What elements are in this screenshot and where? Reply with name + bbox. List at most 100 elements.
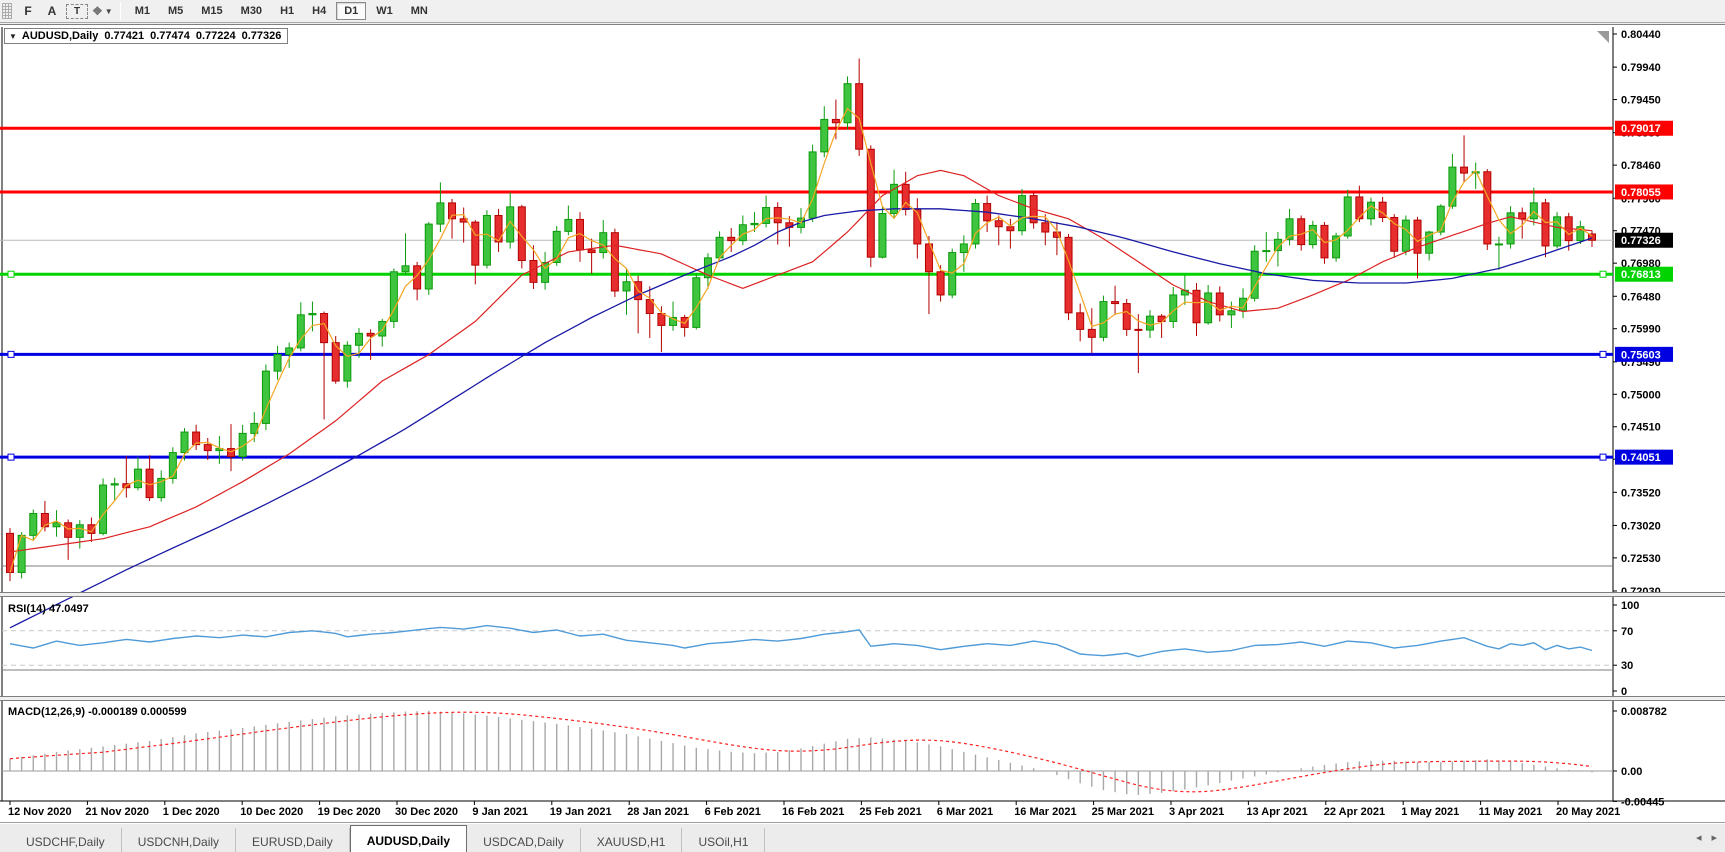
time-tick-label: 12 Nov 2020 bbox=[8, 806, 72, 818]
time-tick-label: 21 Nov 2020 bbox=[85, 806, 149, 818]
level-price-badge bbox=[1615, 266, 1673, 282]
macd-panel[interactable]: 0.008782 0.00 -0.00445 bbox=[2, 706, 1667, 808]
tab-xauusd[interactable]: XAUUSD,H1 bbox=[581, 828, 683, 852]
time-tick-label: 1 May 2021 bbox=[1401, 806, 1459, 818]
macd-tick-label: 0.008782 bbox=[1621, 706, 1667, 718]
price-tick-label: 0.75000 bbox=[1621, 389, 1661, 401]
timeframe-button-m30[interactable]: M30 bbox=[240, 5, 263, 17]
level-line-handle[interactable] bbox=[1599, 350, 1607, 358]
timeframe-button-h4[interactable]: H4 bbox=[312, 5, 327, 17]
svg-text:0.78055: 0.78055 bbox=[1621, 187, 1661, 199]
price-tick-label: 0.74510 bbox=[1621, 422, 1661, 434]
time-tick-label: 22 Apr 2021 bbox=[1324, 806, 1385, 818]
rsi-line bbox=[9, 624, 1593, 658]
candlestick-series[interactable] bbox=[6, 58, 1596, 582]
timeframe-button-h1[interactable]: H1 bbox=[280, 5, 295, 17]
rsi-tick-label: 30 bbox=[1621, 660, 1633, 672]
tab-scroll-controls: ◂ ▸ bbox=[1696, 831, 1717, 844]
shapes-icon[interactable]: ❖ ▼ bbox=[91, 2, 114, 21]
time-tick-label: 13 Apr 2021 bbox=[1246, 806, 1307, 818]
timeframe-button-w1[interactable]: W1 bbox=[376, 5, 393, 17]
tab-usdcnh[interactable]: USDCNH,Daily bbox=[122, 828, 237, 852]
chart-title-box: ▼ AUDUSD,Daily 0.77421 0.77474 0.77224 0… bbox=[4, 28, 289, 44]
time-tick-label: 20 May 2021 bbox=[1556, 806, 1620, 818]
time-tick-label: 3 Apr 2021 bbox=[1169, 806, 1224, 818]
timeframe-button-d1[interactable]: D1 bbox=[336, 2, 367, 20]
ohlc-open: 0.77421 bbox=[104, 30, 145, 42]
chart-pattern-icon[interactable]: F bbox=[17, 2, 39, 21]
tab-usoil[interactable]: USOil,H1 bbox=[682, 828, 766, 852]
time-tick-label: 16 Feb 2021 bbox=[782, 806, 844, 818]
price-tick-label: 0.73020 bbox=[1621, 520, 1661, 532]
svg-text:0.76813: 0.76813 bbox=[1621, 269, 1661, 281]
price-tick-label: 0.76480 bbox=[1621, 291, 1661, 303]
chart-window: 0.804400.799400.794500.789500.784600.779… bbox=[0, 24, 1725, 822]
chevron-down-icon[interactable]: ▼ bbox=[104, 6, 113, 16]
timeframe-button-m5[interactable]: M5 bbox=[167, 5, 184, 17]
tab-scroll-left-icon[interactable]: ◂ bbox=[1695, 832, 1702, 844]
time-tick-label: 6 Feb 2021 bbox=[705, 806, 761, 818]
text-box-icon[interactable]: T bbox=[65, 2, 89, 21]
price-tick-label: 0.79940 bbox=[1621, 62, 1661, 74]
time-tick-label: 25 Feb 2021 bbox=[859, 806, 921, 818]
macd-tick-label: -0.00445 bbox=[1621, 796, 1664, 808]
tab-audusd[interactable]: AUDUSD,Daily bbox=[349, 825, 468, 852]
panel-frames bbox=[0, 27, 1725, 802]
level-price-badge bbox=[1615, 449, 1673, 465]
svg-text:0.79017: 0.79017 bbox=[1621, 123, 1661, 135]
price-badges: 0.79017 0.78055 0.76813 0.75603 0.74051 0.773… bbox=[1615, 120, 1673, 465]
level-line-handle[interactable] bbox=[7, 453, 15, 461]
price-tick-label: 0.79450 bbox=[1621, 95, 1661, 107]
font-label-icon[interactable]: A bbox=[41, 2, 63, 21]
rsi-panel[interactable]: 100 70 30 0 bbox=[2, 600, 1639, 698]
toolbar-drag-handle-icon[interactable] bbox=[2, 3, 12, 19]
time-tick-label: 30 Dec 2020 bbox=[395, 806, 458, 818]
price-axis[interactable]: 0.804400.799400.794500.789500.784600.779… bbox=[1613, 29, 1661, 598]
toolbar-separator bbox=[119, 2, 121, 20]
current-price-badge bbox=[1615, 232, 1673, 248]
level-line-handle[interactable] bbox=[7, 350, 15, 358]
ma-fast-line bbox=[9, 107, 1593, 573]
tab-usdcad[interactable]: USDCAD,Daily bbox=[467, 828, 581, 852]
chart-menu-dropdown-icon[interactable]: ▼ bbox=[9, 31, 17, 41]
level-line-handle[interactable] bbox=[1599, 270, 1607, 278]
price-tick-label: 0.72530 bbox=[1621, 553, 1661, 565]
panel-splitter-rsi[interactable] bbox=[0, 592, 1725, 597]
chart-symbol-title: AUDUSD,Daily bbox=[21, 30, 99, 42]
tab-usdchf[interactable]: USDCHF,Daily bbox=[10, 828, 122, 852]
level-line-handle[interactable] bbox=[7, 270, 15, 278]
time-tick-label: 1 Dec 2020 bbox=[163, 806, 220, 818]
level-line-handle[interactable] bbox=[1599, 453, 1607, 461]
time-tick-label: 6 Mar 2021 bbox=[937, 806, 993, 818]
timeframe-button-m1[interactable]: M1 bbox=[134, 5, 150, 17]
toolbar: F A T ❖ ▼ M1 M5 M15 M30 H1 H4 D1 W1 MN bbox=[0, 0, 1725, 23]
chart-shift-marker-icon[interactable] bbox=[1597, 31, 1609, 43]
timeframe-button-m15[interactable]: M15 bbox=[201, 5, 223, 17]
svg-text:0.77326: 0.77326 bbox=[1621, 235, 1661, 247]
svg-text:0.74051: 0.74051 bbox=[1621, 452, 1661, 464]
timeframe-button-group: M1 M5 M15 M30 H1 H4 D1 W1 MN bbox=[126, 2, 437, 20]
level-price-badge bbox=[1615, 120, 1673, 136]
timeframe-button-mn[interactable]: MN bbox=[410, 5, 428, 17]
chart-canvas[interactable]: 0.804400.799400.794500.789500.784600.779… bbox=[0, 25, 1725, 823]
text-box-icon-glyph: T bbox=[66, 3, 88, 19]
symbol-tabs: USDCHF,Daily USDCNH,Daily EURUSD,Daily AUDU… bbox=[10, 824, 766, 852]
rsi-tick-label: 100 bbox=[1621, 600, 1639, 612]
time-tick-label: 11 May 2021 bbox=[1479, 806, 1543, 818]
rsi-tick-label: 0 bbox=[1621, 686, 1627, 698]
panel-splitter-macd[interactable] bbox=[0, 696, 1725, 701]
tab-eurusd[interactable]: EURUSD,Daily bbox=[236, 828, 350, 852]
price-tick-label: 0.73520 bbox=[1621, 487, 1661, 499]
macd-tick-label: 0.00 bbox=[1621, 766, 1642, 778]
shapes-icon-glyph: ❖ bbox=[92, 4, 103, 18]
time-tick-label: 25 Mar 2021 bbox=[1092, 806, 1154, 818]
ohlc-high: 0.77474 bbox=[150, 30, 190, 42]
macd-signal-line bbox=[9, 711, 1593, 793]
level-lines bbox=[0, 126, 1613, 461]
tab-scroll-right-icon[interactable]: ▸ bbox=[1711, 832, 1717, 844]
time-tick-label: 10 Dec 2020 bbox=[240, 806, 303, 818]
chart-pattern-icon-glyph: F bbox=[24, 4, 32, 18]
time-axis[interactable]: 12 Nov 2020 21 Nov 2020 1 Dec 2020 10 Dec 2… bbox=[8, 801, 1620, 818]
macd-indicator-label: MACD(12,26,9) -0.000189 0.000599 bbox=[8, 706, 187, 718]
